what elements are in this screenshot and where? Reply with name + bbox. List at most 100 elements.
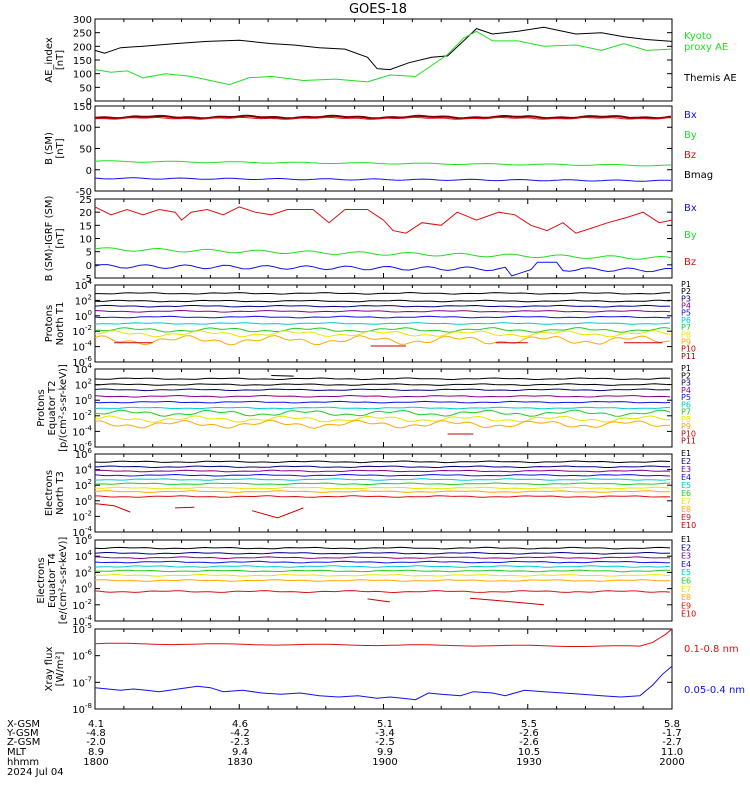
y-tick-label: 10-2 [72,598,92,612]
channel-line [95,569,671,573]
footer-cell: 9.9 [377,747,393,758]
channel-label: E2 [681,543,691,552]
y-tick-label: 10-4 [72,340,92,354]
y-tick-label: 50 [79,145,92,156]
channel-line [94,330,671,338]
y-axis-label: Equator T4 [47,553,58,608]
legend-entry: 0.1-0.8 nm [684,644,739,655]
footer-cell: 4.1 [88,719,104,730]
channel-line [95,573,671,577]
y-tick-label: 102 [75,565,92,579]
footer-cell: 8.9 [88,747,104,758]
channel-line [94,556,671,560]
y-tick-label: 10-2 [72,409,92,423]
footer-cell: 9.4 [232,747,248,758]
channel-label: P5 [681,393,691,402]
channel-line [94,377,671,381]
channel-line [94,565,671,568]
legend-entry: Kyoto [684,31,712,42]
y-tick-label: 106 [75,533,93,547]
footer-cell: -2.5 [375,737,395,748]
footer-row-label: Y-GSM [6,728,39,739]
channel-label: E2 [681,457,691,466]
channel-line [94,579,671,582]
y-tick-label: 100 [75,309,92,323]
y-tick-label: 10-2 [72,324,92,338]
y-axis-label: [p/(cm²-s-sr-keV)] [58,364,69,452]
channel-label: E5 [681,568,691,577]
channel-line [94,486,671,490]
y-tick-label: -50 [76,187,92,198]
footer-cell: 11.0 [661,747,683,758]
y-axis-label: Equator T2 [47,381,58,436]
channel-line [94,406,671,410]
y-tick-label: 102 [75,293,92,307]
footer-row-label: hhmm [7,757,39,768]
footer-cell: 4.6 [232,719,248,730]
footer-cell: 5.1 [377,719,393,730]
channel-line [94,482,670,486]
channel-label: P10 [681,429,696,438]
channel-line [94,299,671,303]
channel-line [94,469,671,473]
footer-cell: -4.2 [230,728,250,739]
y-tick-label: 104 [75,463,93,477]
channel-label: E9 [681,513,691,522]
channel-line [94,415,671,423]
channel-line [94,409,671,417]
legend-entry: By [684,130,697,141]
legend-entry: Bz [684,257,696,268]
xray-series [94,628,673,701]
y-axis-label: B (SM) [44,132,55,165]
channel-line [94,327,671,333]
channel-label: P10 [681,345,696,354]
xray-long-line [94,628,673,647]
legend-entry: Themis AE [683,73,737,84]
panel-bsm: 150 100 50 0 -50 B (SM) [nT] Bx By Bz Bmag [44,102,713,198]
channel-label: P3 [681,379,691,388]
channel-line [94,546,671,550]
channel-line [94,419,670,429]
legend-entry: 0.05-0.4 nm [684,685,745,696]
channel-line [94,315,670,319]
y-tick-label: 102 [75,478,92,492]
y-tick-label: 106 [75,447,93,461]
y-axis-label: Protons [44,305,55,342]
ae-series [94,26,673,86]
channel-label: E3 [681,552,691,561]
footer-row-label: X-GSM [7,719,40,730]
y-tick-label: 0 [86,97,92,108]
et3-series [94,460,671,519]
footer-cell: -2.3 [230,737,250,748]
channel-label: P6 [681,316,691,325]
themis-ae-line [94,26,673,71]
y-tick-label: 10 [79,235,92,246]
footer-cell: 10.5 [518,747,540,758]
channel-line [94,460,671,464]
channel-line [94,304,671,308]
footer-cell: 1800 [83,757,108,768]
pt1-series [94,291,671,347]
panel-frame [94,18,673,102]
channel-label: P9 [681,337,691,346]
channel-line [94,388,671,392]
channel-line [94,394,671,398]
bx-line [94,177,672,182]
channel-label: P8 [681,415,691,424]
bz-line [94,116,672,120]
legend-entry: By [684,230,697,241]
legend-entry: Bz [684,150,696,161]
y-axis-label: Protons [36,389,47,426]
footer-cell: -3.4 [375,728,395,739]
channel-label: E4 [681,473,691,482]
channel-label: E1 [681,535,691,544]
bigrf-series [94,206,673,277]
panel-xray: Xray flux [W/m²] 0.1-0.8 nm 0.05-0.4 nm [44,628,745,710]
y-axis-label: [nT] [55,138,66,158]
legend-entry: Bmag [684,170,713,181]
channel-line [94,551,671,555]
y-axis-label: Electrons [44,470,55,516]
bx-igrf-line [94,261,672,277]
footer-row-label: 2024 Jul 04 [7,767,64,778]
